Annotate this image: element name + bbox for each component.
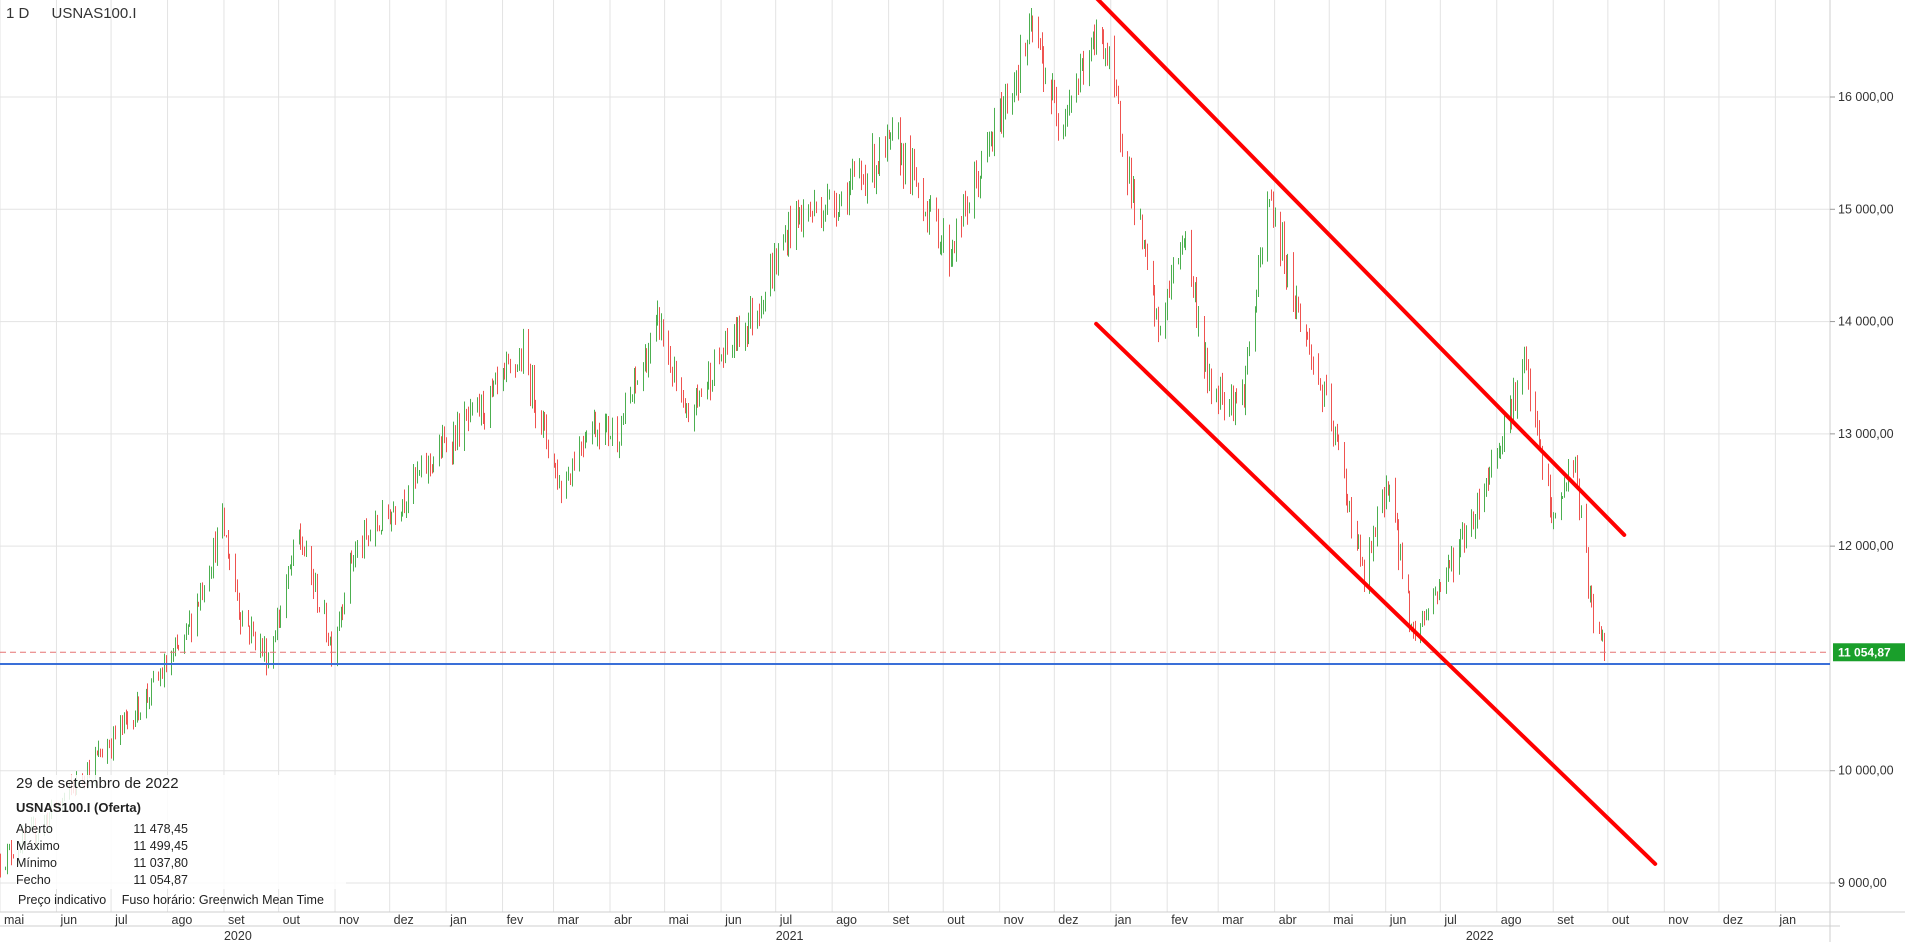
info-row-close: Fecho 11 054,87 — [16, 872, 346, 889]
info-value: 11 478,45 — [133, 822, 188, 836]
x-tick-label: ago — [172, 913, 193, 927]
x-tick-label: mai — [4, 913, 24, 927]
x-tick-label: jul — [779, 913, 793, 927]
info-label: Máximo — [16, 839, 60, 853]
info-label: Aberto — [16, 822, 53, 836]
channel-trendline — [1095, 0, 1627, 537]
info-value: 11 499,45 — [133, 839, 188, 853]
y-tick-label: 9 000,00 — [1838, 876, 1887, 890]
x-tick-label: dez — [1058, 913, 1078, 927]
year-label: 2022 — [1466, 929, 1494, 942]
ohlc-info-panel: 29 de setembro de 2022 USNAS100.I (Ofert… — [16, 775, 346, 889]
x-tick-label: jun — [1389, 913, 1407, 927]
x-tick-label: set — [1557, 913, 1574, 927]
x-tick-label: nov — [1004, 913, 1025, 927]
x-tick-label: out — [1612, 913, 1630, 927]
x-tick-label: out — [947, 913, 965, 927]
last-price-label: 11 054,87 — [1838, 645, 1891, 659]
x-tick-label: jun — [59, 913, 77, 927]
ohlc-bars — [0, 7, 1605, 878]
x-tick-label: abr — [614, 913, 632, 927]
chart-header: 1 D USNAS100.I — [6, 5, 155, 22]
info-label: Mínimo — [16, 856, 57, 870]
x-tick-label: nov — [339, 913, 360, 927]
info-symbol: USNAS100.I (Oferta) — [16, 800, 141, 815]
info-row-low: Mínimo 11 037,80 — [16, 855, 346, 872]
price-axis[interactable]: 9 000,00 10 000,00 12 000,00 13 000,00 14 00… — [1830, 90, 1905, 890]
x-tick-label: ago — [1501, 913, 1522, 927]
x-tick-label: set — [893, 913, 910, 927]
chart-footer: Preço indicativo Fuso horário: Greenwich… — [18, 893, 336, 907]
interval-label[interactable]: 1 D — [6, 5, 30, 22]
year-label: 2021 — [776, 929, 804, 942]
y-tick-label: 12 000,00 — [1838, 539, 1894, 553]
horizontal-levels — [0, 651, 1830, 666]
info-value: 11 054,87 — [133, 873, 188, 887]
info-row-open: Aberto 11 478,45 — [16, 821, 346, 838]
timezone-note: Fuso horário: Greenwich Mean Time — [121, 893, 324, 907]
x-tick-label: mar — [1222, 913, 1244, 927]
x-tick-label: mai — [669, 913, 689, 927]
x-tick-label: jul — [1443, 913, 1457, 927]
year-label: 2020 — [224, 929, 252, 942]
y-tick-label: 10 000,00 — [1838, 764, 1894, 778]
x-tick-label: ago — [836, 913, 857, 927]
x-tick-label: mai — [1333, 913, 1353, 927]
y-tick-label: 14 000,00 — [1838, 315, 1894, 329]
y-tick-label: 16 000,00 — [1838, 90, 1894, 104]
y-tick-label: 13 000,00 — [1838, 427, 1894, 441]
x-tick-label: fev — [507, 913, 524, 927]
x-tick-label: set — [228, 913, 245, 927]
x-tick-label: out — [283, 913, 301, 927]
x-tick-label: dez — [1723, 913, 1743, 927]
y-tick-label: 15 000,00 — [1838, 202, 1894, 216]
info-label: Fecho — [16, 873, 51, 887]
info-value: 11 037,80 — [133, 856, 188, 870]
x-tick-label: abr — [1279, 913, 1297, 927]
x-tick-label: jan — [1778, 913, 1796, 927]
x-tick-label: nov — [1668, 913, 1689, 927]
info-row-high: Máximo 11 499,45 — [16, 838, 346, 855]
x-tick-label: jan — [1114, 913, 1132, 927]
info-date: 29 de setembro de 2022 — [16, 775, 179, 792]
channel-trendlines[interactable] — [1089, 0, 1658, 866]
time-axis[interactable]: mai jun jul ago set out nov dez jan fev mar abr mai j… — [4, 913, 1796, 942]
indicative-price-note: Preço indicativo — [18, 893, 107, 907]
channel-trendline — [1094, 321, 1658, 866]
x-tick-label: jan — [449, 913, 467, 927]
x-tick-label: mar — [558, 913, 580, 927]
x-tick-label: jun — [724, 913, 742, 927]
last-price-badge — [1833, 643, 1905, 662]
x-tick-label: dez — [394, 913, 414, 927]
x-tick-label: fev — [1171, 913, 1188, 927]
symbol-label[interactable]: USNAS100.I — [51, 5, 137, 22]
x-tick-label: jul — [114, 913, 128, 927]
